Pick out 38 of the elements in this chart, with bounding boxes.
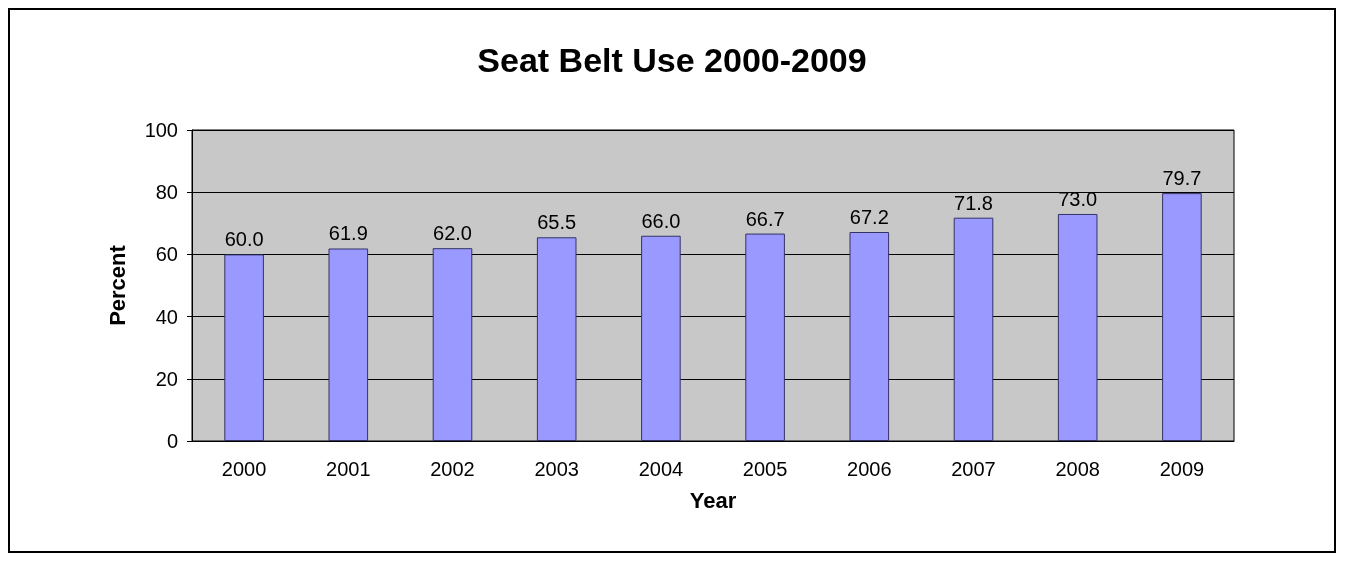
y-tick-label: 20 [155,367,178,390]
bar [224,254,264,441]
chart-title: Seat Belt Use 2000-2009 [477,41,867,79]
data-label: 60.0 [224,228,264,251]
bar [641,235,681,441]
data-label: 65.5 [537,211,577,234]
y-tick-label: 40 [155,305,178,328]
data-label: 62.0 [433,222,472,245]
x-tick-label: 2003 [534,458,579,480]
bar [1162,193,1202,441]
x-tick-label: 2002 [430,458,475,480]
x-tick-label: 2009 [1159,458,1205,480]
data-label: 79.7 [1162,167,1202,190]
x-tick-label: 2005 [742,458,788,480]
bar [745,233,785,441]
x-axis-title: Year [689,487,737,513]
x-tick-label: 2001 [326,458,371,480]
y-axis-title: Percent [104,244,130,326]
y-tick-label: 80 [155,181,178,204]
x-tick-label: 2008 [1055,458,1100,480]
x-tick-label: 2006 [847,458,892,480]
y-tick-label: 60 [155,243,178,266]
x-tick-label: 2000 [221,458,267,480]
bar [849,232,890,441]
data-label: 66.0 [641,209,681,232]
bar [328,248,369,441]
bar [432,248,473,441]
y-tick-label: 0 [166,430,178,452]
bar [1057,213,1098,441]
bar [536,237,577,441]
x-tick-label: 2004 [638,458,684,480]
data-label: 61.9 [328,222,368,245]
data-label: 71.8 [954,191,993,214]
x-tick-label: 2007 [951,458,996,480]
data-label: 67.2 [849,206,889,229]
bar [953,217,994,441]
y-tick-label: 100 [144,119,178,141]
data-label: 66.7 [745,207,785,230]
